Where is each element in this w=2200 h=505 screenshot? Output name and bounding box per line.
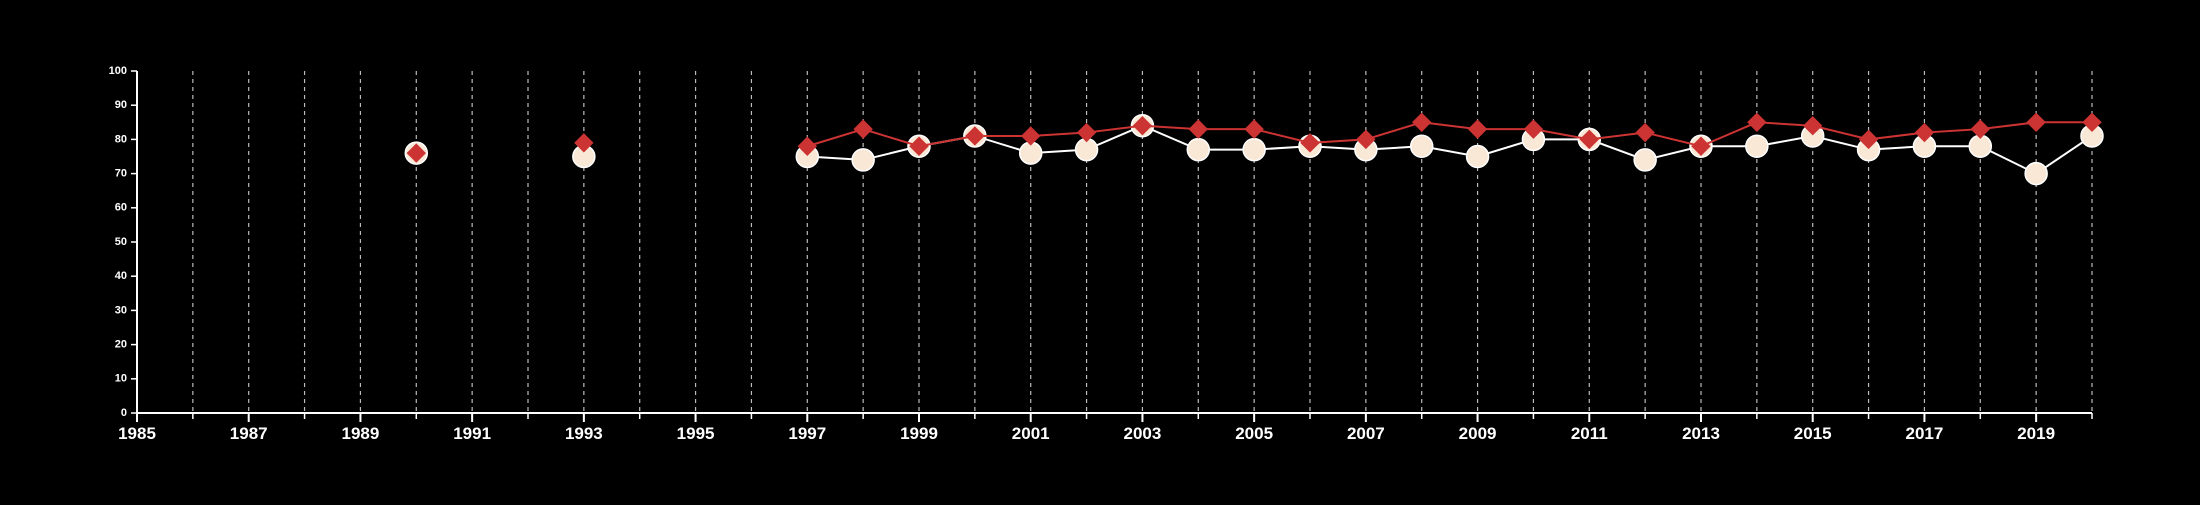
- x-tick-label: 2013: [1682, 424, 1720, 443]
- x-tick-label: 1989: [342, 424, 380, 443]
- x-tick-label: 2017: [1906, 424, 1944, 443]
- data-point-diamond: [1858, 129, 1879, 150]
- x-tick-label: 1997: [788, 424, 826, 443]
- data-point-diamond: [797, 136, 817, 156]
- data-point-diamond: [1467, 119, 1488, 139]
- y-tick-label: 100: [109, 65, 127, 77]
- x-tick-label: 2009: [1459, 424, 1497, 443]
- data-point-diamond: [1691, 136, 1711, 156]
- data-point-diamond: [1021, 126, 1041, 146]
- y-tick-label: 50: [115, 236, 127, 248]
- x-tick-label: 2011: [1571, 424, 1608, 443]
- data-point-diamond: [1188, 119, 1208, 139]
- data-point-diamond: [1076, 122, 1097, 143]
- x-tick-label: 2015: [1794, 424, 1832, 443]
- series: [404, 112, 2104, 186]
- data-point-diamond: [909, 136, 929, 156]
- data-point-diamond: [1970, 119, 1990, 139]
- x-tick-label: 1985: [118, 424, 156, 443]
- data-point-diamond: [1523, 119, 1544, 139]
- y-tick-label: 10: [115, 373, 127, 385]
- x-tick-label: 1987: [230, 424, 268, 443]
- y-tick-label: 80: [115, 133, 127, 145]
- data-point-diamond: [1803, 116, 1823, 136]
- x-tick-label: 1993: [565, 424, 603, 443]
- series-line: [807, 124, 2093, 175]
- y-tick-label: 40: [115, 270, 127, 282]
- data-point-diamond: [2026, 112, 2046, 133]
- x-tick-label: 2001: [1012, 424, 1050, 443]
- data-point-circle: [2024, 161, 2048, 186]
- x-tick-label: 2019: [2017, 424, 2055, 443]
- data-point-diamond: [1244, 119, 1264, 139]
- data-point-circle: [1242, 137, 1266, 162]
- y-tick-label: 60: [115, 202, 127, 214]
- data-point-diamond: [853, 119, 873, 139]
- data-point-diamond: [1412, 112, 1432, 133]
- x-tick-label: 1995: [677, 424, 715, 443]
- data-point-diamond: [574, 133, 594, 153]
- data-point-circle: [1186, 137, 1211, 162]
- x-tick-label: 2007: [1347, 424, 1385, 443]
- x-tick-label: 2005: [1235, 424, 1273, 443]
- data-point-diamond: [2082, 112, 2102, 133]
- data-point-circle: [1633, 148, 1657, 172]
- data-point-diamond: [1132, 116, 1153, 136]
- x-tick-label: 1999: [900, 424, 938, 443]
- y-tick-label: 30: [115, 304, 127, 316]
- data-point-diamond: [1356, 129, 1376, 150]
- y-tick-label: 90: [115, 99, 127, 111]
- data-point-diamond: [965, 126, 985, 146]
- series-circle: [404, 113, 2104, 186]
- x-tick-label: 1991: [453, 424, 491, 443]
- data-point-circle: [851, 148, 875, 172]
- y-tick-label: 0: [121, 407, 127, 419]
- x-tick-label: 2003: [1124, 424, 1162, 443]
- data-point-circle: [1745, 134, 1769, 158]
- data-point-diamond: [1635, 122, 1655, 143]
- data-point-diamond: [1300, 133, 1320, 153]
- data-point-diamond: [1579, 129, 1599, 150]
- y-tick-label: 70: [115, 168, 127, 180]
- series-diamond: [406, 112, 2102, 163]
- data-point-diamond: [1747, 112, 1767, 133]
- data-point-diamond: [406, 143, 426, 163]
- data-point-circle: [1465, 144, 1490, 169]
- y-tick-label: 20: [115, 339, 127, 351]
- axes: 0 10 20 30 40 50 60 70 80 90 100 1985 1987 1989 1991 19…: [109, 65, 2093, 443]
- data-point-circle: [1409, 134, 1434, 158]
- data-point-diamond: [1914, 122, 1935, 143]
